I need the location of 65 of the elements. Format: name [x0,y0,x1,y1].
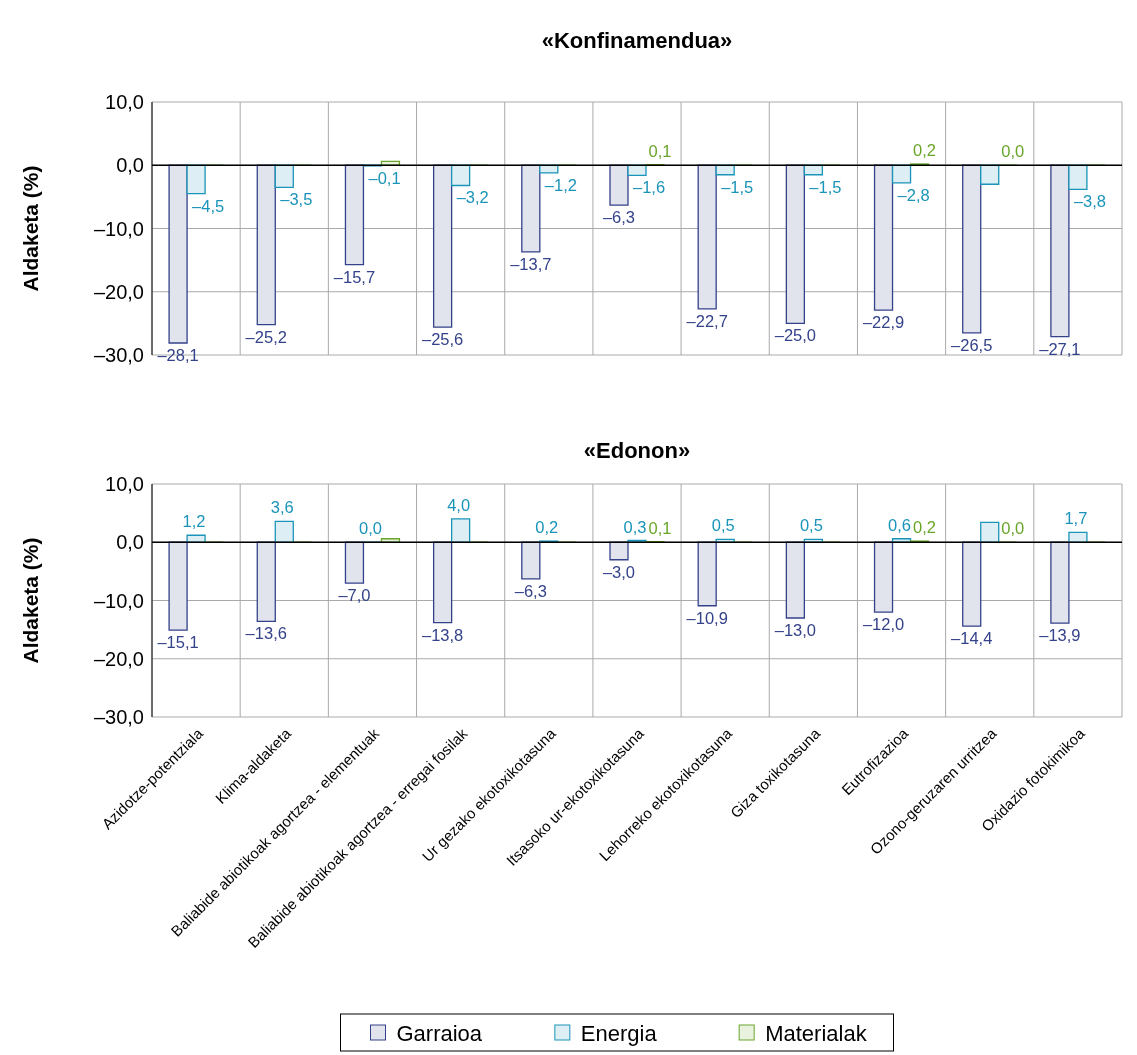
data-label: –3,5 [280,190,313,209]
data-label: –13,6 [245,624,287,643]
data-label: –1,5 [721,177,754,196]
data-label: –27,1 [1039,339,1081,358]
data-label: 0,2 [913,140,937,159]
data-label: –6,3 [602,208,636,227]
data-label: –1,2 [544,175,577,194]
y-axis-title: Aldaketa (%) [19,165,42,292]
data-label: 1,7 [1064,509,1088,528]
y-tick-label: –30,0 [93,706,144,728]
legend-label: Garraioa [396,1020,483,1046]
y-tick-label: 10,0 [105,473,144,495]
y-tick-label: 10,0 [105,91,144,113]
data-label: 3,6 [270,498,294,517]
data-label: 0,1 [648,141,672,160]
data-label: –10,9 [686,608,728,627]
y-tick-label: 0,0 [116,531,144,554]
data-label: –6,3 [514,581,547,600]
y-tick-label: –30,0 [93,344,144,366]
data-label: –22,7 [686,311,728,330]
data-label: –2,8 [897,185,930,204]
y-tick-label: –20,0 [93,280,144,303]
legend-label: Energia [580,1020,658,1046]
data-label: –3,8 [1073,192,1107,211]
legend-label: Materialak [765,1020,868,1046]
y-tick-label: 0,0 [116,154,144,177]
data-label: –3,0 [602,562,636,581]
data-label: 0,0 [358,519,382,538]
data-label: 0,2 [913,518,937,537]
data-label: –13,8 [421,625,464,644]
data-label: –15,1 [157,633,199,652]
y-tick-label: –10,0 [93,217,144,240]
data-label: 0,2 [535,518,559,537]
data-label: 0,0 [1001,519,1025,538]
chart-title: «Edonon» [583,438,691,463]
data-label: 1,2 [182,512,206,531]
data-label: 0,5 [711,516,735,535]
data-label: –7,0 [338,586,371,605]
data-label: –3,2 [456,188,489,207]
y-tick-label: –20,0 [93,647,144,670]
data-label: –28,1 [157,345,199,364]
data-label: 4,0 [447,495,471,514]
data-label: –12,0 [862,615,905,634]
data-label: –14,4 [951,629,993,648]
data-label: –22,9 [862,313,905,332]
data-label: 0,3 [623,517,647,536]
chart-title: «Konfinamendua» [541,28,733,53]
data-label: 0,6 [888,515,912,534]
data-label: –25,6 [421,330,464,349]
data-label: –13,9 [1039,626,1081,645]
data-label: 0,5 [799,516,823,535]
data-label: –13,7 [510,254,552,273]
data-label: –15,7 [333,267,376,286]
data-label: –25,0 [774,326,817,345]
data-label: –1,6 [633,178,666,197]
data-label: –13,0 [774,620,817,639]
data-label: 0,1 [648,518,672,537]
y-tick-label: –10,0 [93,589,144,612]
y-axis-title: Aldaketa (%) [19,537,42,664]
data-label: –26,5 [951,335,993,354]
data-label: –4,5 [192,196,225,215]
data-label: –0,1 [368,168,401,187]
data-label: –25,2 [245,327,287,346]
data-label: 0,0 [1001,142,1025,161]
data-label: –1,5 [809,177,842,196]
